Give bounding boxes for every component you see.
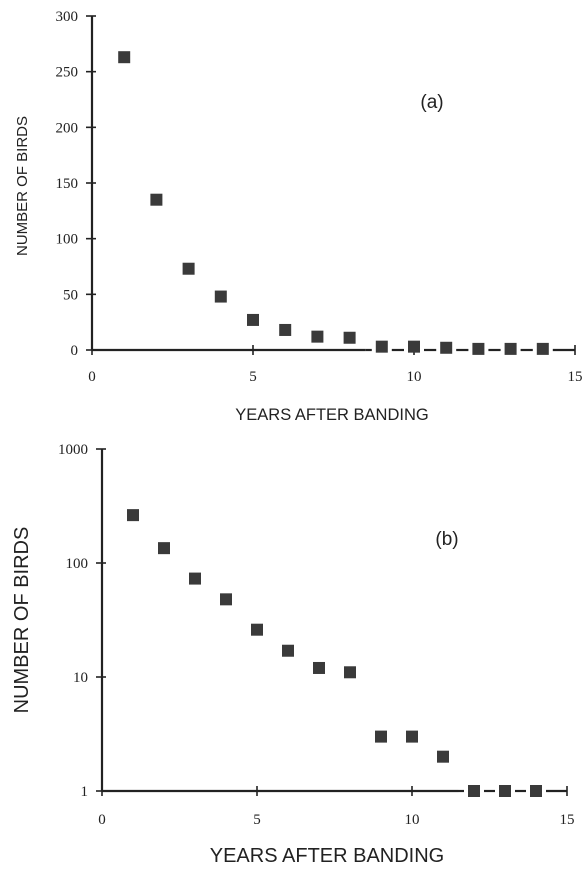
data-point xyxy=(437,750,449,763)
data-point xyxy=(220,593,232,606)
data-point xyxy=(343,331,356,344)
data-point xyxy=(158,542,170,555)
data-point xyxy=(214,290,227,303)
y-tick-label: 100 xyxy=(66,556,89,572)
y-tick-label: 10 xyxy=(73,670,88,686)
panel-label: (a) xyxy=(420,92,443,113)
y-tick-label: 50 xyxy=(63,287,78,303)
data-point xyxy=(247,313,259,326)
data-point xyxy=(536,342,549,355)
data-point xyxy=(313,661,325,674)
y-tick-label: 200 xyxy=(56,120,79,136)
data-point xyxy=(530,785,542,797)
panel-b: 1 10 100 1000 0 5 10 15 YEARS AFTER BANDING NUMBE… xyxy=(11,442,575,867)
data-point xyxy=(468,785,480,797)
y-tick-label: 1 xyxy=(81,784,89,800)
data-point xyxy=(189,572,201,585)
x-tick-label: 5 xyxy=(249,369,257,385)
x-tick-label: 5 xyxy=(253,812,261,828)
y-tick-label: 0 xyxy=(71,343,79,359)
x-axis-title: YEARS AFTER BANDING xyxy=(235,406,428,424)
data-point xyxy=(472,342,485,355)
x-tick-label: 10 xyxy=(407,369,422,385)
y-tick-label: 1000 xyxy=(58,442,88,458)
y-tick-label: 250 xyxy=(56,65,79,81)
data-point xyxy=(344,666,356,679)
data-point xyxy=(499,785,511,797)
x-tick-label: 0 xyxy=(88,369,96,385)
panel-label: (b) xyxy=(435,529,458,550)
data-point xyxy=(251,623,263,636)
x-tick-label: 15 xyxy=(568,369,583,385)
data-point xyxy=(127,509,139,522)
data-point xyxy=(375,340,388,353)
data-point xyxy=(182,262,195,275)
y-tick-label: 100 xyxy=(56,232,79,248)
y-axis-title: NUMBER OF BIRDS xyxy=(11,527,33,714)
data-point xyxy=(282,644,294,657)
data-point xyxy=(406,730,418,743)
data-point xyxy=(279,323,292,336)
x-axis-title: YEARS AFTER BANDING xyxy=(210,845,445,867)
y-tick-label: 150 xyxy=(56,176,79,192)
data-point xyxy=(440,341,453,354)
data-point xyxy=(504,342,517,355)
x-tick-label: 15 xyxy=(560,812,575,828)
data-point xyxy=(311,330,324,343)
y-axis-title: NUMBER OF BIRDS xyxy=(14,116,31,256)
data-point xyxy=(118,51,131,64)
data-point xyxy=(375,730,387,743)
panel-a: 0 50 100 150 200 250 300 0 5 10 15 YEARS AFTER BAND… xyxy=(14,9,583,424)
x-tick-label: 0 xyxy=(98,812,106,828)
x-tick-label: 10 xyxy=(405,812,420,828)
y-tick-label: 300 xyxy=(56,9,79,25)
data-point xyxy=(150,193,163,206)
data-point xyxy=(408,340,420,353)
